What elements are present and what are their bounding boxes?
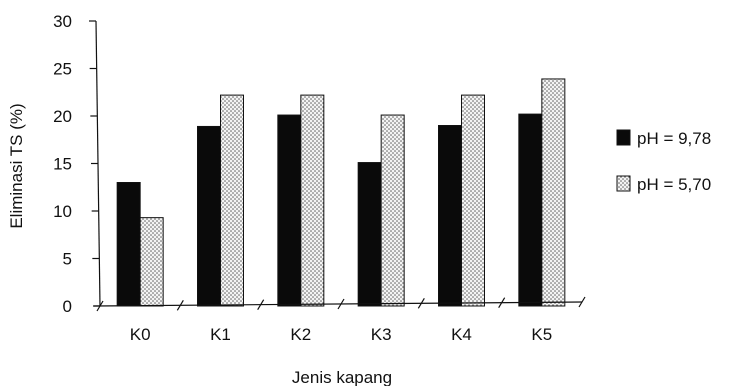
x-tick (257, 299, 265, 310)
bar-series-1-k0 (116, 182, 141, 307)
bar-series-2-k2 (300, 94, 325, 307)
x-axis-title: Jenis kapang (292, 368, 392, 386)
bar-series-1-k5 (518, 113, 543, 307)
legend-label-1: pH = 9,78 (637, 129, 711, 148)
legend: pH = 9,78 pH = 5,70 (616, 129, 711, 194)
x-tick-label: K3 (371, 325, 392, 344)
x-tick-label: K1 (210, 325, 231, 344)
bar-series-2-k0 (139, 217, 164, 307)
bar-series-1-k4 (438, 125, 462, 307)
legend-label-2: pH = 5,70 (637, 175, 711, 194)
y-tick-label: 15 (53, 155, 72, 174)
x-axis-line (93, 301, 583, 307)
x-tick-label: K5 (531, 325, 552, 344)
x-tick (337, 298, 345, 310)
legend-swatch-1 (616, 129, 631, 146)
y-tick-label: 30 (53, 12, 72, 31)
bar-series-2-k3 (380, 114, 405, 307)
x-tick-label: K4 (451, 325, 472, 344)
y-axis: 0 5 10 15 20 25 30 (53, 12, 101, 316)
x-tick (417, 298, 425, 309)
y-tick-label: 0 (63, 297, 72, 316)
bars-group (116, 78, 566, 307)
bar-series-2-k4 (461, 94, 485, 307)
x-tick (176, 300, 184, 311)
y-axis-title: Eliminasi TS (%) (7, 103, 26, 228)
bar-series-1-k2 (277, 114, 302, 307)
bar-series-2-k1 (220, 94, 244, 307)
y-tick-label: 25 (53, 60, 72, 79)
y-tick-label: 10 (53, 202, 72, 221)
x-axis: K0 K1 K2 K3 K4 K5 (93, 296, 586, 344)
x-tick-label: K2 (290, 325, 311, 344)
x-tick-label: K0 (130, 325, 151, 344)
x-tick (498, 297, 506, 308)
y-tick-label: 5 (63, 250, 72, 269)
x-tick (578, 296, 586, 308)
y-tick-label: 20 (53, 107, 72, 126)
bar-series-1-k1 (197, 125, 221, 307)
bar-series-2-k5 (541, 78, 566, 307)
bar-series-1-k3 (357, 162, 382, 307)
legend-swatch-2 (616, 175, 631, 192)
